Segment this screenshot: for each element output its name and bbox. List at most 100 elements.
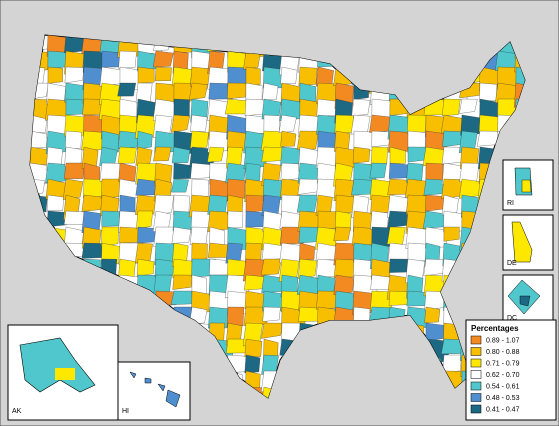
inset-label: DE — [507, 260, 517, 267]
region — [245, 162, 261, 184]
region — [406, 290, 427, 307]
region — [334, 114, 354, 134]
legend-title: Percentages — [471, 324, 519, 333]
region — [387, 210, 410, 228]
region — [99, 162, 122, 182]
region — [81, 194, 104, 212]
legend-label: 0.80 - 0.88 — [486, 349, 520, 356]
region — [351, 98, 371, 116]
region — [136, 210, 154, 230]
region — [117, 146, 137, 164]
region — [118, 162, 137, 182]
region — [118, 50, 137, 69]
region — [389, 258, 408, 273]
region — [47, 66, 63, 84]
inset-label: RI — [507, 200, 514, 207]
legend-swatch — [470, 404, 482, 414]
region — [227, 210, 244, 229]
region — [65, 98, 84, 116]
region — [298, 66, 318, 86]
legend-swatch — [470, 393, 482, 402]
region — [117, 82, 136, 97]
region — [280, 66, 298, 84]
region — [333, 226, 351, 242]
legend-swatch — [470, 347, 482, 356]
region — [117, 130, 140, 149]
legend-label: 0.41 - 0.47 — [486, 406, 520, 413]
region — [190, 162, 212, 179]
region — [262, 82, 279, 101]
region — [83, 178, 104, 198]
region — [82, 98, 103, 116]
region — [191, 242, 208, 262]
inset-frame — [117, 361, 191, 421]
delaware — [511, 221, 533, 263]
region — [389, 146, 406, 164]
region — [101, 226, 119, 247]
region — [62, 178, 84, 200]
region — [64, 66, 85, 84]
region — [101, 130, 119, 153]
legend-label: 0.48 - 0.53 — [486, 395, 520, 402]
region — [65, 130, 82, 150]
region — [244, 274, 265, 291]
region — [299, 242, 315, 261]
inset-label: AK — [12, 408, 22, 415]
region — [173, 98, 190, 118]
dc-region — [519, 295, 531, 307]
region — [278, 114, 297, 134]
region — [370, 146, 388, 166]
region — [154, 66, 172, 82]
region — [226, 306, 245, 328]
region — [334, 210, 352, 232]
region — [424, 306, 441, 324]
region — [227, 178, 246, 202]
region — [370, 274, 391, 290]
region — [479, 82, 498, 102]
inset-de: DE — [502, 214, 554, 271]
region — [101, 210, 120, 227]
region — [191, 50, 211, 70]
legend-swatch — [470, 370, 482, 379]
region — [442, 194, 459, 216]
region — [422, 210, 447, 229]
alaska — [19, 337, 96, 393]
region — [425, 194, 445, 212]
region — [244, 338, 263, 357]
inset-ri: RI — [502, 159, 554, 211]
region — [369, 162, 387, 179]
region — [280, 130, 297, 147]
region — [191, 178, 209, 199]
legend-label: 0.54 - 0.61 — [486, 383, 520, 390]
region — [227, 82, 247, 100]
region — [245, 66, 261, 86]
region — [296, 130, 319, 150]
region — [262, 306, 281, 322]
region — [153, 194, 174, 216]
region — [333, 274, 355, 295]
region — [459, 162, 480, 183]
region — [317, 274, 335, 294]
region — [135, 146, 153, 166]
hawaii — [129, 371, 181, 408]
legend-swatch — [470, 358, 482, 368]
alaska-region — [55, 368, 75, 380]
region — [189, 82, 208, 100]
legend: Percentages 0.89 - 1.07 0.80 - 0.88 0.71 -… — [465, 319, 557, 421]
region — [386, 226, 406, 245]
inset-ak: AK — [7, 324, 119, 421]
region — [459, 98, 478, 114]
region — [171, 146, 191, 164]
region — [137, 130, 153, 150]
region — [299, 82, 317, 103]
legend-swatch — [470, 381, 482, 391]
region — [244, 354, 261, 374]
region — [153, 146, 172, 162]
inset-label: DC — [507, 315, 517, 322]
legend-swatch — [470, 335, 482, 345]
region — [190, 130, 209, 149]
region — [137, 66, 155, 84]
legend-label: 0.89 - 1.07 — [486, 337, 520, 344]
region — [152, 50, 174, 68]
region — [442, 354, 462, 373]
